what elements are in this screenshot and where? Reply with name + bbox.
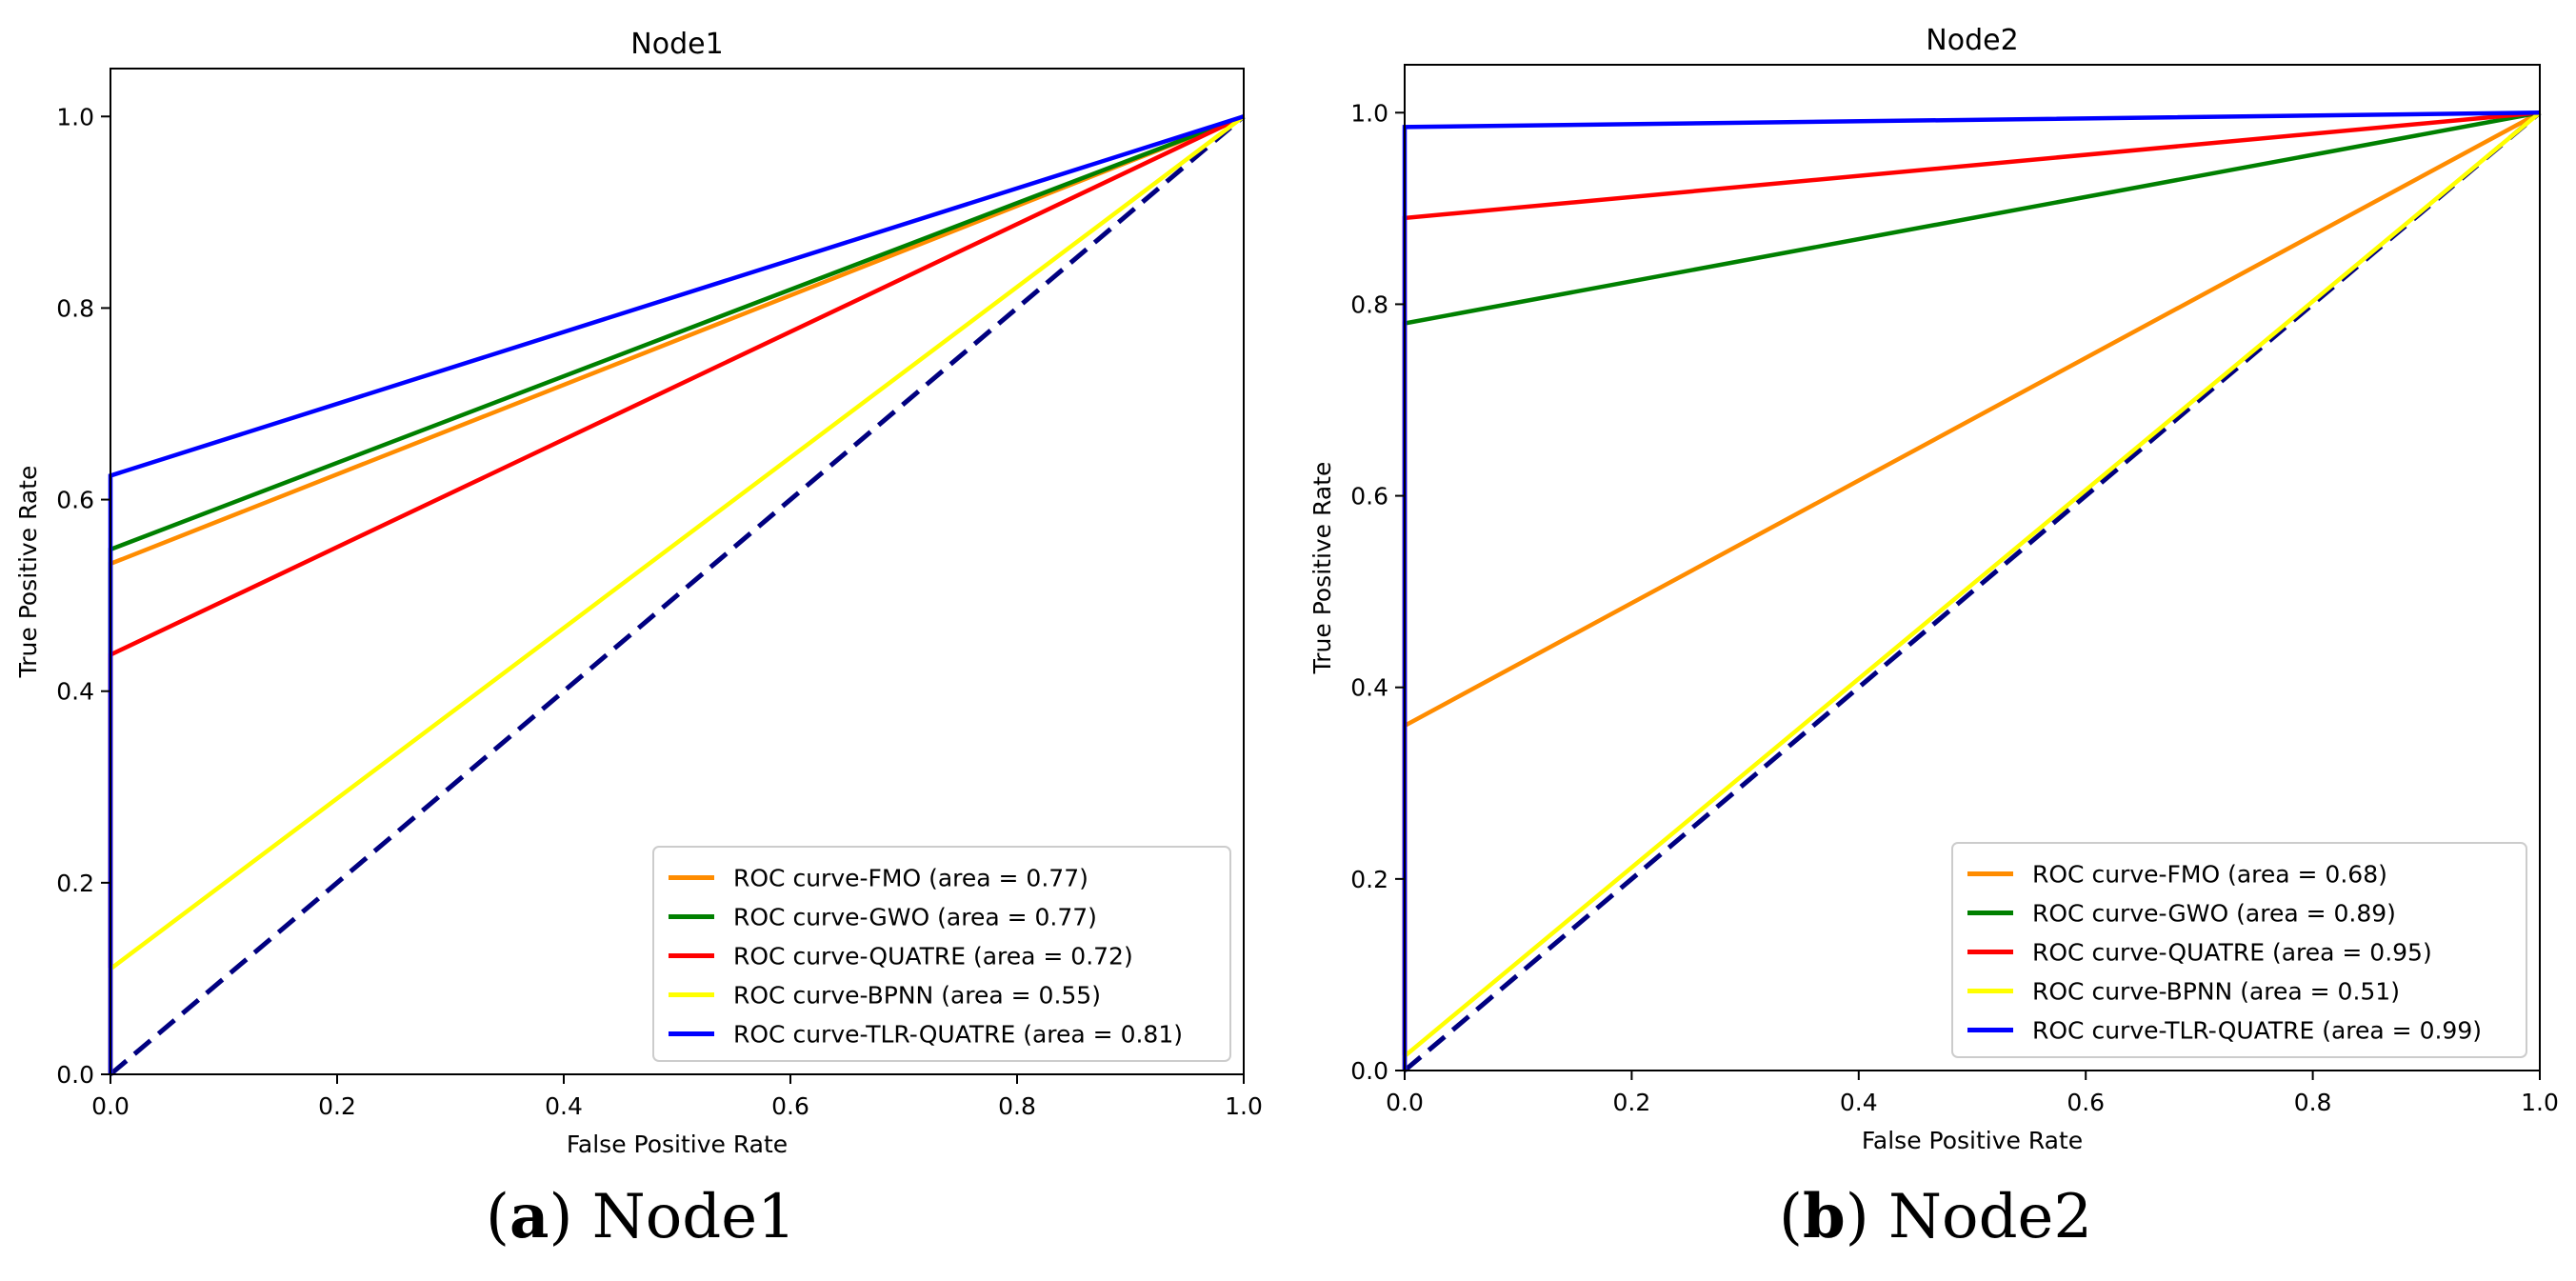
x-tick-label: 0.4	[1840, 1089, 1878, 1116]
y-tick-label: 0.0	[1350, 1057, 1388, 1085]
x-tick-label: 0.8	[998, 1092, 1036, 1120]
y-tick-label: 0.0	[56, 1061, 94, 1089]
diagonal-reference-line	[109, 114, 1246, 1076]
legend-entry-2: ROC curve-GWO (area = 0.89)	[2032, 900, 2396, 928]
plot-frame	[110, 68, 1245, 1075]
caption-a-label: a	[509, 1181, 549, 1252]
legend: ROC curve-FMO (area = 0.77) ROC curve-GWO…	[652, 846, 1231, 1062]
legend-entry-3: ROC curve-QUATRE (area = 0.72)	[733, 943, 1133, 971]
legend-entry-5: ROC curve-TLR-QUATRE (area = 0.81)	[733, 1021, 1183, 1049]
caption-b-label: b	[1802, 1181, 1846, 1252]
caption-b-text: Node2	[1888, 1182, 2093, 1252]
legend-entry-4: ROC curve-BPNN (area = 0.55)	[733, 982, 1101, 1010]
legend-box	[1951, 842, 2527, 1058]
y-tick-label: 0.2	[1350, 866, 1388, 893]
y-tick-label: 1.0	[56, 103, 94, 130]
legend-entry-3: ROC curve-QUATRE (area = 0.95)	[2032, 939, 2432, 967]
y-tick-label: 0.4	[1350, 674, 1388, 702]
x-tick-label: 0.0	[1386, 1089, 1424, 1116]
legend-entry-2: ROC curve-GWO (area = 0.77)	[733, 904, 1097, 931]
x-tick-label: 0.6	[771, 1092, 809, 1120]
x-tick-label: 0.4	[545, 1092, 583, 1120]
y-tick-label: 1.0	[1350, 99, 1388, 127]
x-tick-label: 0.2	[1613, 1089, 1651, 1116]
chart-panel-2: 0.0 0.2 0.4 0.6 0.8 1.0 0.0 0.2 0.4 0.6 0.8 1.0 Node…	[1308, 24, 2559, 1154]
y-axis-label: True Positive Rate	[14, 466, 42, 679]
legend-entry-5: ROC curve-TLR-QUATRE (area = 0.99)	[2032, 1017, 2482, 1045]
chart-panel-1: 0.0 0.2 0.4 0.6 0.8 1.0 0.0 0.2 0.4 0.6 0.8 1.0 Node…	[14, 28, 1263, 1158]
caption-a: (a) Node1	[486, 1181, 796, 1252]
caption-b: (b) Node2	[1779, 1181, 2093, 1252]
plot-frame	[1404, 64, 2541, 1071]
x-tick-label: 0.0	[91, 1092, 130, 1120]
x-tick-label: 0.6	[2067, 1089, 2105, 1116]
legend-entry-1: ROC curve-FMO (area = 0.68)	[2032, 861, 2387, 889]
y-tick-label: 0.8	[1350, 290, 1388, 318]
legend-entry-1: ROC curve-FMO (area = 0.77)	[733, 865, 1088, 892]
chart-title: Node1	[630, 28, 723, 61]
x-tick-label: 0.8	[2294, 1089, 2332, 1116]
y-tick-label: 0.8	[56, 294, 94, 322]
x-tick-label: 1.0	[2521, 1089, 2559, 1116]
legend: ROC curve-FMO (area = 0.68) ROC curve-GWO…	[1951, 842, 2527, 1058]
x-tick-label: 1.0	[1225, 1092, 1263, 1120]
x-tick-label: 0.2	[318, 1092, 356, 1120]
y-tick-label: 0.6	[56, 487, 94, 514]
x-axis-label: False Positive Rate	[567, 1131, 788, 1158]
y-tick-label: 0.6	[1350, 483, 1388, 510]
caption-a-text: Node1	[591, 1182, 796, 1252]
chart-title: Node2	[1926, 24, 2018, 57]
y-tick-label: 0.2	[56, 870, 94, 897]
y-axis-label: True Positive Rate	[1308, 462, 1336, 675]
x-axis-label: False Positive Rate	[1862, 1127, 2083, 1154]
y-tick-label: 0.4	[56, 678, 94, 706]
legend-entry-4: ROC curve-BPNN (area = 0.51)	[2032, 978, 2400, 1006]
legend-box	[652, 846, 1231, 1062]
